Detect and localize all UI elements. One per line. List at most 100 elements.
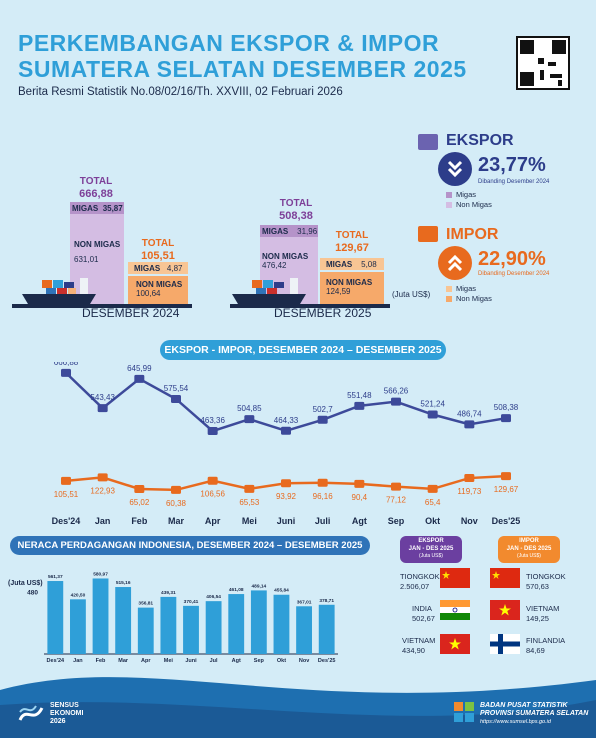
- ekspor-heading: EKSPOR: [446, 132, 514, 149]
- ekspor-point: [501, 414, 511, 423]
- bar-data-label: 370,41: [184, 599, 199, 605]
- impor-data-label: 106,56: [200, 490, 225, 499]
- bar-x-tick-label: Agt: [232, 658, 241, 664]
- impor-box-icon: [418, 226, 438, 242]
- bar-x-tick-label: Feb: [96, 658, 106, 664]
- ekspor-impor-line-chart: 666,88 543,43 645,99 575,54 463,36 504,85 464,…: [52, 362, 521, 526]
- bar-x-tick-label: Jul: [210, 658, 218, 664]
- unit-label: (Juta US$): [392, 290, 431, 299]
- bar-data-label: 580,97: [93, 571, 108, 577]
- bps-logo-text: BADAN PUSAT STATISTIK PROVINSI SUMATERA S…: [480, 702, 589, 725]
- bar-data-label: 420,50: [71, 592, 86, 598]
- impor-nonmigas-bar-2025: [320, 272, 384, 304]
- impor-point: [244, 484, 255, 493]
- bar: [115, 587, 132, 654]
- period-label-2024: DESEMBER 2024: [82, 306, 180, 320]
- bar: [160, 596, 177, 654]
- impor-point: [317, 478, 328, 487]
- india-flag-icon: [440, 600, 470, 620]
- ekspor-total-2025: TOTAL 508,38: [279, 198, 313, 222]
- ekspor-data-label: 508,38: [494, 403, 519, 412]
- ekspor-point: [207, 427, 218, 436]
- ground-line-2025: [230, 304, 390, 308]
- bar-x-tick-label: Jan: [73, 658, 83, 664]
- line-x-tick-label: Jan: [95, 516, 111, 526]
- china-flag-icon: [490, 568, 520, 588]
- title-line-2: SUMATERA SELATAN DESEMBER 2025: [18, 56, 467, 82]
- bar-data-label: 515,16: [116, 580, 131, 586]
- page-subtitle: Berita Resmi Statistik No.08/02/16/Th. X…: [18, 86, 343, 98]
- line-x-tick-label: Des'25: [492, 516, 521, 526]
- bar-data-label: 406,54: [206, 594, 221, 600]
- impor-total-2024: TOTAL 105,51: [141, 238, 175, 262]
- bar-x-tick-label: Nov: [299, 658, 310, 664]
- title-line-1: PERKEMBANGAN EKSPOR & IMPOR: [18, 30, 440, 56]
- impor-migas-label-2024: MIGAS 4,87: [134, 264, 183, 273]
- impor-point: [61, 476, 71, 485]
- impor-point: [427, 484, 438, 493]
- impor-heading: IMPOR: [446, 226, 499, 243]
- ekspor-migas-bar-2024: [70, 202, 124, 214]
- ekspor-nonmigas-label-2024: NON MIGAS 631,01: [74, 240, 121, 264]
- impor-data-label: 90,4: [352, 493, 368, 502]
- page-title: PERKEMBANGAN EKSPOR & IMPOR SUMATERA SEL…: [18, 30, 467, 82]
- qr-code[interactable]: [516, 36, 570, 90]
- bar-x-tick-label: Des'24: [47, 658, 65, 664]
- impor-data-label: 96,16: [313, 492, 334, 501]
- ekspor-data-label: 463,36: [200, 416, 225, 425]
- ekspor-point: [354, 401, 365, 410]
- bar-data-label: 378,71: [319, 598, 334, 604]
- impor-data-label: 65,02: [129, 498, 150, 507]
- bar-y-tick-label: 480: [27, 590, 38, 597]
- ekspor-point: [134, 374, 145, 383]
- bar-x-tick-label: Sep: [254, 658, 265, 664]
- sensus-ekonomi-logo-text: SENSUS EKONOMI 2026: [50, 702, 84, 725]
- impor-partners-pill: IMPOR JAN - DES 2025 (Juta US$): [498, 536, 560, 563]
- impor-point: [207, 476, 218, 485]
- ekspor-nonmigas-bar-2024: [70, 214, 124, 304]
- impor-migas-label-2025: MIGAS 5,08: [326, 260, 377, 269]
- impor-data-label: 65,4: [425, 498, 441, 507]
- bar: [296, 606, 312, 654]
- line-chart-title: EKSPOR - IMPOR, DESEMBER 2024 – DESEMBER…: [160, 340, 446, 360]
- line-x-tick-label: Okt: [425, 516, 440, 526]
- impor-legend-migas: Migas: [446, 284, 476, 293]
- ekspor-partner-3: VIETNAM 434,90: [402, 636, 436, 655]
- bar: [70, 599, 86, 654]
- impor-data-label: 65,53: [239, 498, 260, 507]
- impor-point: [391, 482, 401, 491]
- impor-data-label: 77,12: [386, 496, 407, 505]
- impor-legend-nonmigas: Non Migas: [446, 294, 492, 303]
- ekspor-point: [244, 415, 255, 424]
- line-x-tick-label: Feb: [131, 516, 148, 526]
- ekspor-migas-bar-2025: [260, 225, 318, 237]
- ekspor-legend-nonmigas: Non Migas: [446, 200, 492, 209]
- ekspor-partners-pill: EKSPOR JAN - DES 2025 (Juta US$): [400, 536, 462, 563]
- ekspor-point: [171, 394, 181, 403]
- ekspor-point: [464, 420, 475, 429]
- bar-data-label: 561,37: [48, 574, 63, 580]
- ground-line-2024: [12, 304, 192, 308]
- impor-change-pct: 22,90%: [478, 248, 546, 270]
- ekspor-point: [317, 415, 328, 424]
- line-x-tick-label: Apr: [205, 516, 221, 526]
- line-x-tick-label: Nov: [461, 516, 478, 526]
- bar-data-label: 439,31: [161, 590, 176, 596]
- ekspor-data-label: 502,7: [313, 405, 334, 414]
- vietnam-flag-icon: [440, 634, 470, 654]
- bar: [273, 594, 290, 654]
- ekspor-change-pct: 23,77%: [478, 154, 546, 176]
- impor-partner-3: FINLANDIA 84,69: [526, 636, 566, 655]
- impor-migas-bar-2025: [320, 258, 384, 270]
- bar-x-tick-label: Des'25: [318, 658, 336, 664]
- line-x-tick-label: Agt: [352, 516, 367, 526]
- bar-data-label: 455,84: [274, 588, 289, 594]
- ekspor-point: [61, 368, 71, 377]
- finland-flag-icon: [490, 634, 520, 654]
- impor-data-label: 119,73: [457, 487, 481, 496]
- impor-point: [281, 479, 291, 488]
- line-x-tick-label: Mar: [168, 516, 185, 526]
- bar: [250, 590, 267, 654]
- bar: [47, 581, 64, 654]
